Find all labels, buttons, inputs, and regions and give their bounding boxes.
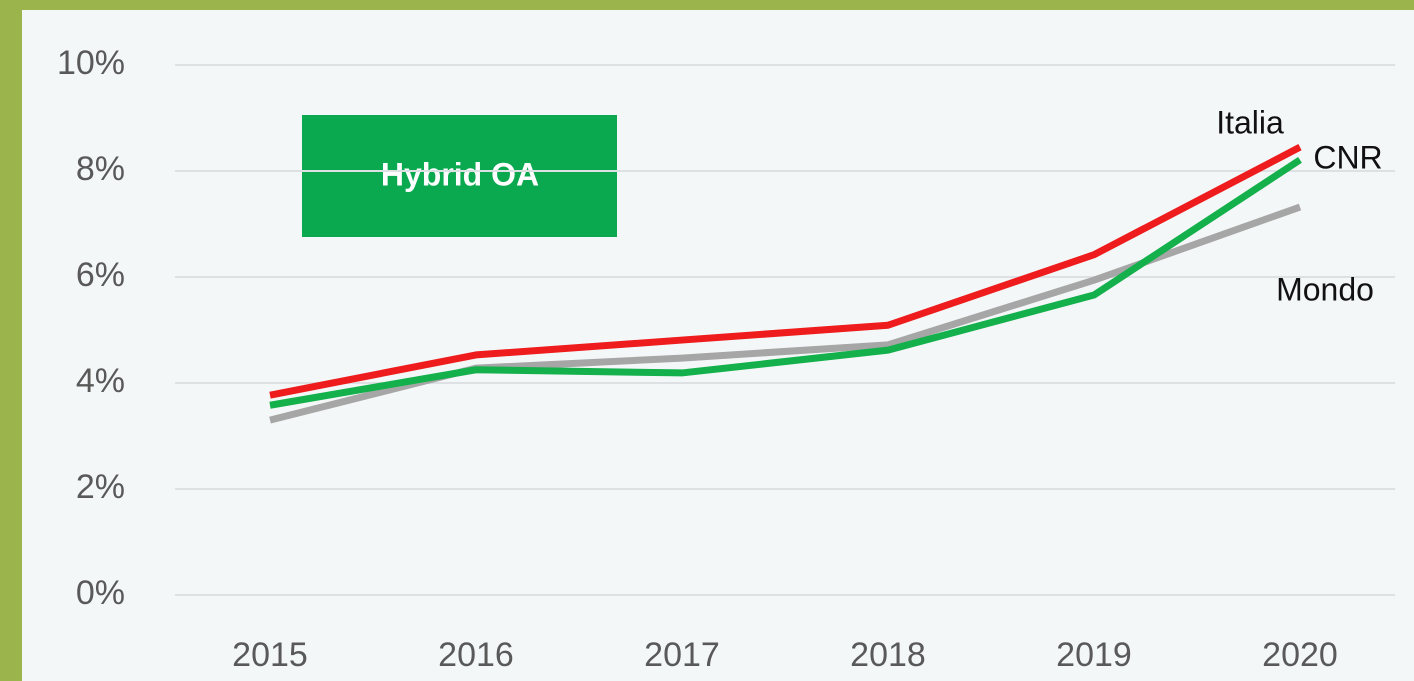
series-label: Italia (1216, 104, 1284, 140)
plot-background (22, 10, 1414, 681)
annotation: Hybrid OA (381, 156, 539, 192)
x-tick-label: 2020 (1262, 636, 1338, 674)
y-tick-label: 10% (57, 44, 125, 82)
y-tick-label: 4% (76, 362, 125, 400)
series-label: Mondo (1276, 271, 1374, 307)
y-tick-label: 2% (76, 468, 125, 506)
series-line (269, 144, 1302, 399)
x-tick-label: 2018 (850, 636, 926, 674)
y-tick-label: 0% (76, 574, 125, 612)
x-tick-label: 2016 (438, 636, 514, 674)
y-tick-label: 6% (76, 256, 125, 294)
annotation-box (302, 115, 617, 237)
series-line (269, 156, 1302, 409)
x-tick-label: 2015 (232, 636, 308, 674)
x-tick-label: 2019 (1056, 636, 1132, 674)
series-label: CNR (1313, 139, 1382, 175)
x-tick-label: 2017 (644, 636, 720, 674)
y-tick-label: 8% (76, 150, 125, 188)
